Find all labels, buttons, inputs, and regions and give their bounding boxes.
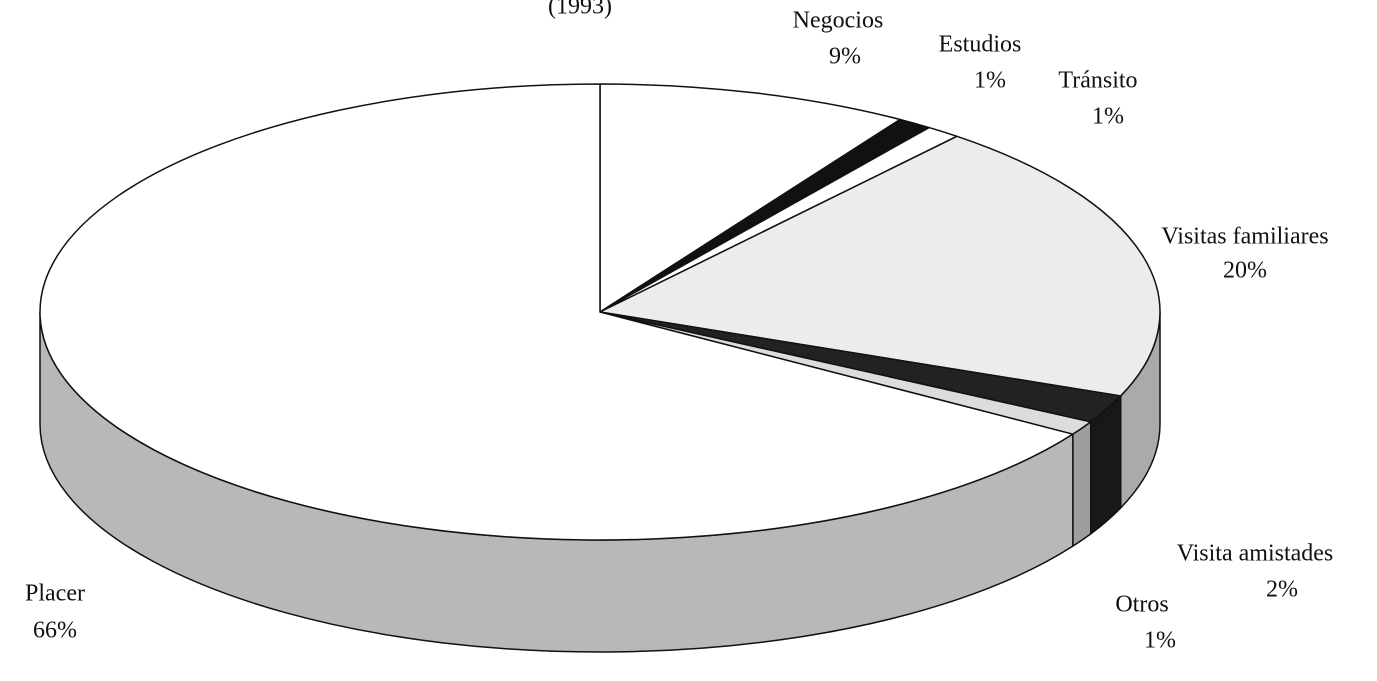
slice-label: Visitas familiares xyxy=(1161,224,1328,250)
slice-label: Tránsito xyxy=(1058,68,1137,94)
slice-value: 20% xyxy=(1223,258,1267,284)
slice-value: 66% xyxy=(33,618,77,644)
pie-slice xyxy=(599,83,901,313)
slice-label: Otros xyxy=(1115,592,1168,618)
pie-slice xyxy=(39,83,1074,541)
pie-slice xyxy=(599,135,1161,397)
slice-value: 9% xyxy=(829,44,861,70)
slice-label: Visita amistades xyxy=(1177,541,1334,567)
slice-label: Placer xyxy=(25,581,85,607)
slice-value: 1% xyxy=(1092,104,1124,130)
slice-value: 2% xyxy=(1266,577,1298,603)
slice-label: Estudios xyxy=(939,32,1022,58)
slice-label: Negocios xyxy=(793,8,884,34)
labels: Negocios 9% Estudios 1% Tránsito 1% Visitas fa… xyxy=(25,8,1333,654)
chart-title: (1993) xyxy=(548,0,612,20)
slice-value: 1% xyxy=(974,68,1006,94)
pie-side xyxy=(1072,421,1092,547)
pie-tops xyxy=(39,83,1161,541)
slice-value: 1% xyxy=(1144,628,1176,654)
